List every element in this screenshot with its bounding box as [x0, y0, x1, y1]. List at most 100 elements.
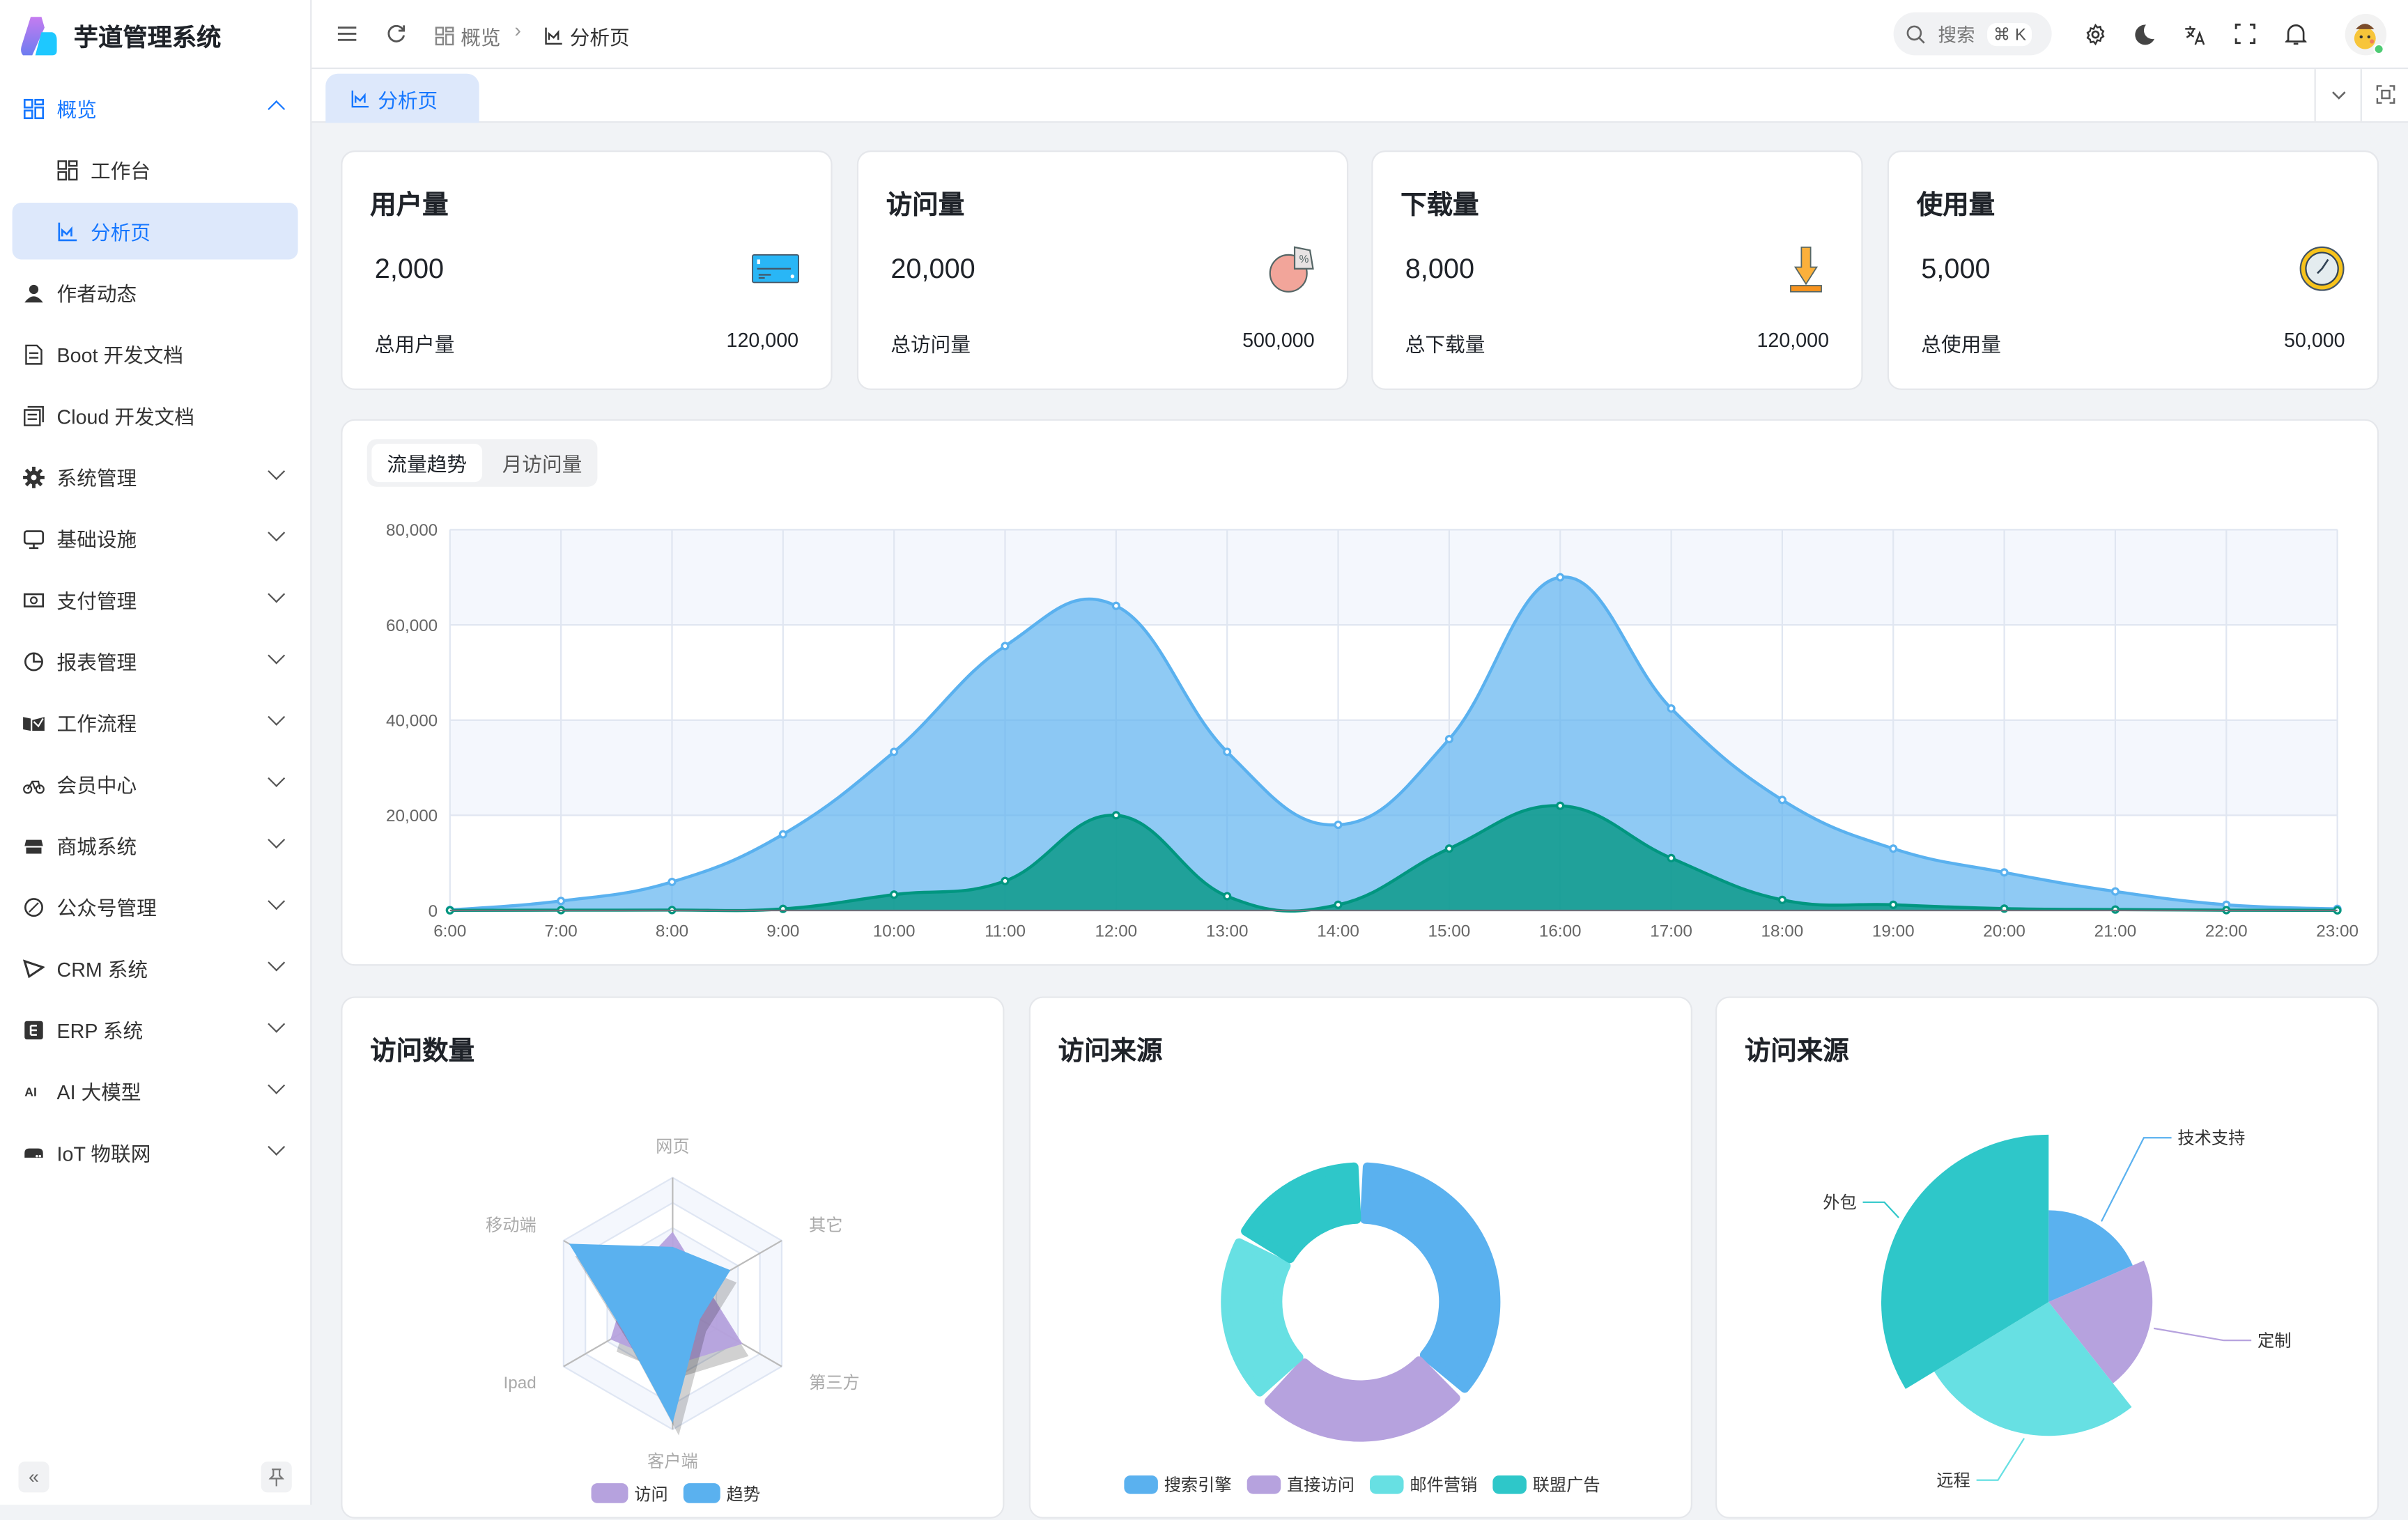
x-tick-label: 6:00 [433, 922, 466, 940]
sidebar-item-8[interactable]: 支付管理 [13, 571, 298, 628]
series-0-point[interactable] [1111, 601, 1120, 610]
series-1-point[interactable] [1777, 895, 1786, 904]
sidebar-item-3[interactable]: 作者动态 [13, 264, 298, 321]
x-tick-label: 19:00 [1872, 922, 1915, 940]
sidebar-item-5[interactable]: Cloud 开发文档 [13, 387, 298, 444]
rose-slice[interactable] [1934, 1302, 2132, 1436]
series-0-point[interactable] [890, 747, 899, 757]
avatar[interactable] [2345, 13, 2387, 56]
legend-label[interactable]: 搜索引擎 [1164, 1476, 1232, 1495]
sidebar-item-6[interactable]: 系统管理 [13, 449, 298, 506]
tab-more-button[interactable] [2330, 84, 2348, 102]
series-0-point[interactable] [778, 830, 787, 839]
legend-swatch[interactable] [1247, 1475, 1281, 1494]
sidebar-item-4[interactable]: Boot 开发文档 [13, 325, 298, 382]
donut-slice[interactable] [1264, 1356, 1460, 1442]
notifications-button[interactable] [2283, 22, 2308, 46]
visits-radar-card: 访问数量 网页 移动端 Ipad 客户端 第三方 其它 访问 趋势 [341, 996, 1005, 1519]
legend-label[interactable]: 趋势 [727, 1485, 760, 1504]
series-1-point[interactable] [1334, 900, 1343, 909]
rose-slice[interactable] [2048, 1210, 2133, 1303]
theme-toggle-button[interactable] [2131, 22, 2156, 46]
legend-swatch[interactable] [1124, 1475, 1158, 1494]
series-0-point[interactable] [1667, 704, 1676, 713]
series-0-point[interactable] [1444, 734, 1453, 744]
legend-label[interactable]: 邮件营销 [1410, 1476, 1477, 1495]
sidebar-item-2[interactable]: 分析页 [12, 202, 298, 260]
rose-slice[interactable] [1881, 1134, 2049, 1389]
maximize-content-button[interactable] [2376, 84, 2396, 104]
sidebar-item-10[interactable]: 工作流程 [13, 694, 298, 751]
sidebar-item-11[interactable]: 会员中心 [13, 755, 298, 812]
collapse-sidebar-button[interactable]: « [18, 1461, 49, 1493]
refresh-button[interactable] [384, 22, 408, 46]
sidebar-item-label: Cloud 开发文档 [56, 405, 195, 428]
legend-label[interactable]: 联盟广告 [1533, 1476, 1600, 1495]
stat-value: 8,000 [1405, 253, 1475, 284]
pin-sidebar-button[interactable] [261, 1461, 292, 1493]
series-0-point[interactable] [1556, 573, 1565, 582]
series-1-point[interactable] [1111, 811, 1120, 820]
menu-toggle-button[interactable] [334, 22, 359, 46]
series-0-point[interactable] [1001, 642, 1010, 651]
sidebar-item-label: Boot 开发文档 [56, 343, 184, 367]
tab-traffic-trend[interactable]: 流量趋势 [371, 443, 483, 483]
series-0-point[interactable] [667, 877, 677, 887]
sidebar-item-7[interactable]: 基础设施 [13, 510, 298, 567]
series-1-point[interactable] [1444, 844, 1453, 853]
sidebar-item-14[interactable]: CRM 系统 [13, 940, 298, 997]
series-1-point[interactable] [1667, 853, 1676, 862]
sidebar-item-0[interactable]: 概览 [13, 80, 298, 137]
settings-button[interactable] [2083, 22, 2107, 46]
stat-title: 下载量 [1400, 190, 1479, 220]
sidebar-item-15[interactable]: ERP 系统 [13, 1001, 298, 1058]
svg-text:AI: AI [24, 1085, 37, 1099]
series-0-point[interactable] [1777, 796, 1786, 805]
sidebar-item-9[interactable]: 报表管理 [13, 633, 298, 690]
sidebar-item-13[interactable]: 公众号管理 [13, 878, 298, 936]
legend-swatch[interactable] [683, 1483, 720, 1503]
donut-slice[interactable] [1241, 1162, 1361, 1264]
fullscreen-button[interactable] [2233, 22, 2258, 46]
series-1-point[interactable] [1001, 876, 1010, 885]
legend-label[interactable]: 访问 [634, 1485, 667, 1504]
series-1-area[interactable] [569, 1243, 731, 1423]
legend-swatch[interactable] [591, 1483, 628, 1503]
series-0-point[interactable] [1889, 844, 1898, 853]
legend-label[interactable]: 直接访问 [1287, 1476, 1354, 1495]
series-0-point[interactable] [2000, 868, 2009, 877]
series-0-point[interactable] [1334, 820, 1343, 830]
language-button[interactable] [2182, 22, 2207, 46]
series-0-point[interactable] [2110, 887, 2120, 896]
sidebar-item-label: 分析页 [91, 221, 151, 245]
series-1-point[interactable] [1556, 801, 1565, 810]
logo[interactable]: 芋道管理系统 [15, 13, 221, 59]
rose-slice[interactable] [2048, 1260, 2153, 1383]
series-0-point[interactable] [1223, 747, 1232, 757]
series-0-point[interactable] [557, 897, 566, 906]
breadcrumb-item-overview[interactable]: 概览 [435, 22, 501, 51]
search-input[interactable]: 搜索 ⌘ K [1893, 12, 2052, 56]
tab-analytics[interactable]: 分析页 [325, 73, 479, 123]
sidebar-item-1[interactable]: 工作台 [13, 141, 298, 199]
donut-slice[interactable] [1221, 1238, 1304, 1397]
series-1-point[interactable] [1223, 892, 1232, 901]
sidebar-item-17[interactable]: IoT 物联网 [13, 1124, 298, 1181]
analytics-icon [351, 89, 369, 107]
series-1-point[interactable] [1889, 900, 1898, 909]
tab-monthly-visits[interactable]: 月访问量 [502, 453, 582, 476]
rose-slice-label: 技术支持 [2177, 1129, 2245, 1148]
sidebar-item-12[interactable]: 商城系统 [13, 817, 298, 874]
pin-icon [268, 1468, 284, 1487]
donut-slice[interactable] [1360, 1162, 1501, 1393]
sidebar-item-label: 商城系统 [56, 835, 137, 859]
divider [2360, 69, 2362, 122]
series-1-point[interactable] [2110, 905, 2120, 914]
radar-indicator-label: 客户端 [647, 1452, 698, 1471]
sidebar-item-16[interactable]: AI AI 大模型 [13, 1062, 298, 1119]
visit-source-donut-card: 访问来源 搜索引擎 直接访问 邮件营销 联盟广告 [1028, 996, 1692, 1519]
legend-swatch[interactable] [1370, 1475, 1404, 1494]
series-1-point[interactable] [890, 890, 899, 899]
legend-swatch[interactable] [1492, 1475, 1527, 1494]
